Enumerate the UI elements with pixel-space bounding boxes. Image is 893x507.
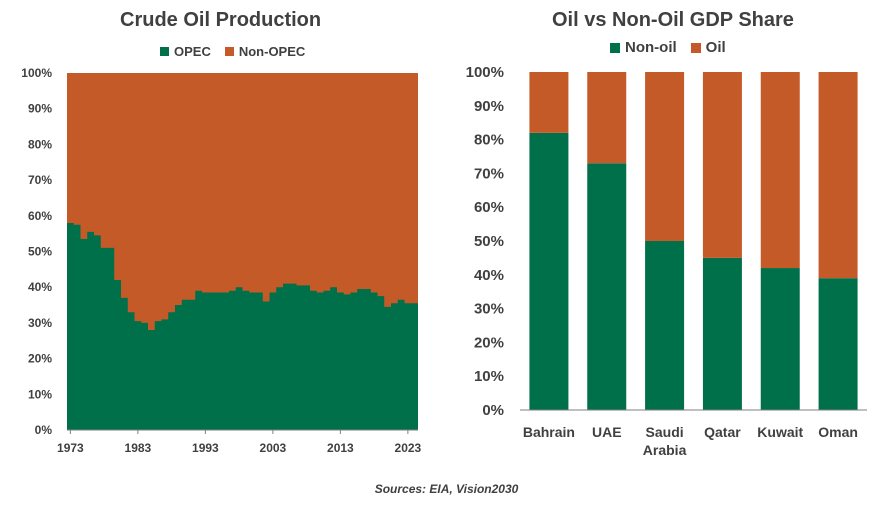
y-tick-label: 60% <box>28 209 52 223</box>
y-tick-label: 10% <box>474 368 504 385</box>
legend-label-non-opec: Non-OPEC <box>238 44 306 59</box>
bar-non-oil-uae <box>587 163 627 410</box>
bar-oil-saudi-arabia <box>645 72 685 241</box>
legend-label-oil: Oil <box>705 39 726 56</box>
x-category-label: Saudi <box>646 424 684 440</box>
bar-non-oil-saudi-arabia <box>645 241 685 410</box>
y-tick-label: 30% <box>474 301 504 318</box>
x-tick-label: 1983 <box>125 441 152 455</box>
x-tick-label: 2003 <box>260 441 287 455</box>
right-chart-title: Oil vs Non-Oil GDP Share <box>552 9 794 31</box>
bar-oil-qatar <box>702 72 742 258</box>
y-tick-label: 20% <box>28 352 52 366</box>
bar-oil-uae <box>587 72 627 164</box>
left-chart-title: Crude Oil Production <box>120 9 322 31</box>
bar-oil-kuwait <box>760 72 800 269</box>
y-tick-label: 80% <box>474 132 504 149</box>
y-tick-label: 80% <box>28 137 52 151</box>
x-category-label: Kuwait <box>757 424 803 440</box>
x-category-label: Bahrain <box>523 424 575 440</box>
source-note: Sources: EIA, Vision2030 <box>374 482 519 496</box>
legend-label-opec: OPEC <box>174 44 211 59</box>
crude-oil-production-chart: 0% 10% 20% 30% 40% 50% 60% 70% 80% 90% 100% 1973 198… <box>21 66 422 455</box>
legend-item-non-opec: Non-OPEC <box>224 44 306 59</box>
y-tick-label: 40% <box>28 280 52 294</box>
y-tick-label: 30% <box>28 316 52 330</box>
legend-label-non-oil: Non-oil <box>625 39 677 56</box>
series-opec-area <box>67 222 418 430</box>
x-category-label: Qatar <box>704 424 741 440</box>
y-tick-label: 90% <box>474 98 504 115</box>
y-tick-label: 90% <box>28 102 52 116</box>
x-tick-label: 2013 <box>327 441 354 455</box>
x-category-label: UAE <box>592 424 622 440</box>
y-tick-label: 10% <box>28 387 52 401</box>
legend-swatch-opec <box>160 47 169 56</box>
y-tick-label: 50% <box>474 233 504 250</box>
bar-non-oil-qatar <box>702 257 742 410</box>
legend-swatch-non-oil <box>610 42 620 53</box>
left-chart-legend: OPEC Non-OPEC <box>160 44 305 59</box>
y-tick-label: 70% <box>474 165 504 182</box>
bar-oil-oman <box>818 72 858 279</box>
bar-non-oil-oman <box>818 278 858 410</box>
bar-non-oil-bahrain <box>529 132 569 410</box>
legend-item-non-oil: Non-oil <box>610 39 677 56</box>
gdp-share-chart: Bahrain UAE Saudi Arabia Qatar Kuwait Oman 0% 10… <box>466 64 867 458</box>
x-tick-label: 1973 <box>57 441 84 455</box>
y-tick-label: 60% <box>474 199 504 216</box>
x-tick-label: 1993 <box>192 441 219 455</box>
bar-non-oil-kuwait <box>760 268 800 410</box>
x-tick-label: 2023 <box>395 441 422 455</box>
y-tick-label: 70% <box>28 173 52 187</box>
y-tick-label: 40% <box>474 267 504 284</box>
y-tick-label: 20% <box>474 334 504 351</box>
y-tick-label: 50% <box>28 245 52 259</box>
x-category-label: Arabia <box>643 442 687 458</box>
legend-item-opec: OPEC <box>160 44 211 59</box>
right-chart-legend: Non-oil Oil <box>610 39 726 56</box>
y-tick-label: 100% <box>21 66 52 80</box>
legend-item-oil: Oil <box>690 39 726 56</box>
y-tick-label: 100% <box>466 64 504 81</box>
legend-swatch-oil <box>690 42 701 53</box>
bar-oil-bahrain <box>529 72 569 133</box>
y-tick-label: 0% <box>35 423 53 437</box>
x-category-label: Oman <box>818 424 858 440</box>
y-tick-label: 0% <box>482 402 504 419</box>
legend-swatch-non-opec <box>224 47 234 56</box>
